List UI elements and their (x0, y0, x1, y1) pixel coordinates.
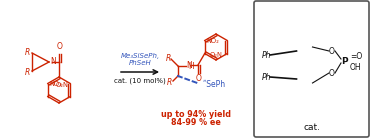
Text: PhSeH: PhSeH (129, 60, 151, 66)
Text: =O: =O (350, 52, 362, 60)
Text: cat. (10 mol%): cat. (10 mol%) (114, 78, 166, 84)
Text: NO₂: NO₂ (50, 80, 63, 86)
Text: R: R (165, 54, 171, 63)
Text: H: H (188, 61, 194, 70)
Text: cat.: cat. (303, 123, 320, 132)
Text: O₂N: O₂N (209, 52, 222, 58)
Text: NO₂: NO₂ (207, 38, 220, 44)
Text: R: R (25, 48, 30, 56)
Text: O: O (329, 69, 335, 78)
Text: ʹʹSePh: ʹʹSePh (202, 80, 225, 89)
Text: P: P (341, 56, 347, 65)
Text: O: O (196, 74, 202, 83)
Text: R: R (167, 78, 172, 86)
FancyBboxPatch shape (254, 1, 369, 137)
Text: up to 94% yield: up to 94% yield (161, 110, 231, 119)
Text: R: R (25, 68, 30, 76)
Text: Ph: Ph (262, 50, 272, 59)
Text: N: N (186, 60, 192, 70)
Text: O₂N: O₂N (56, 81, 68, 87)
Text: O: O (329, 47, 335, 55)
Text: O: O (57, 42, 63, 51)
Text: 84-99 % ee: 84-99 % ee (171, 117, 221, 126)
Text: N: N (50, 56, 56, 65)
Text: Ph: Ph (262, 73, 272, 81)
Text: Me₃SiSePh,: Me₃SiSePh, (120, 53, 159, 59)
Text: OH: OH (350, 63, 361, 71)
